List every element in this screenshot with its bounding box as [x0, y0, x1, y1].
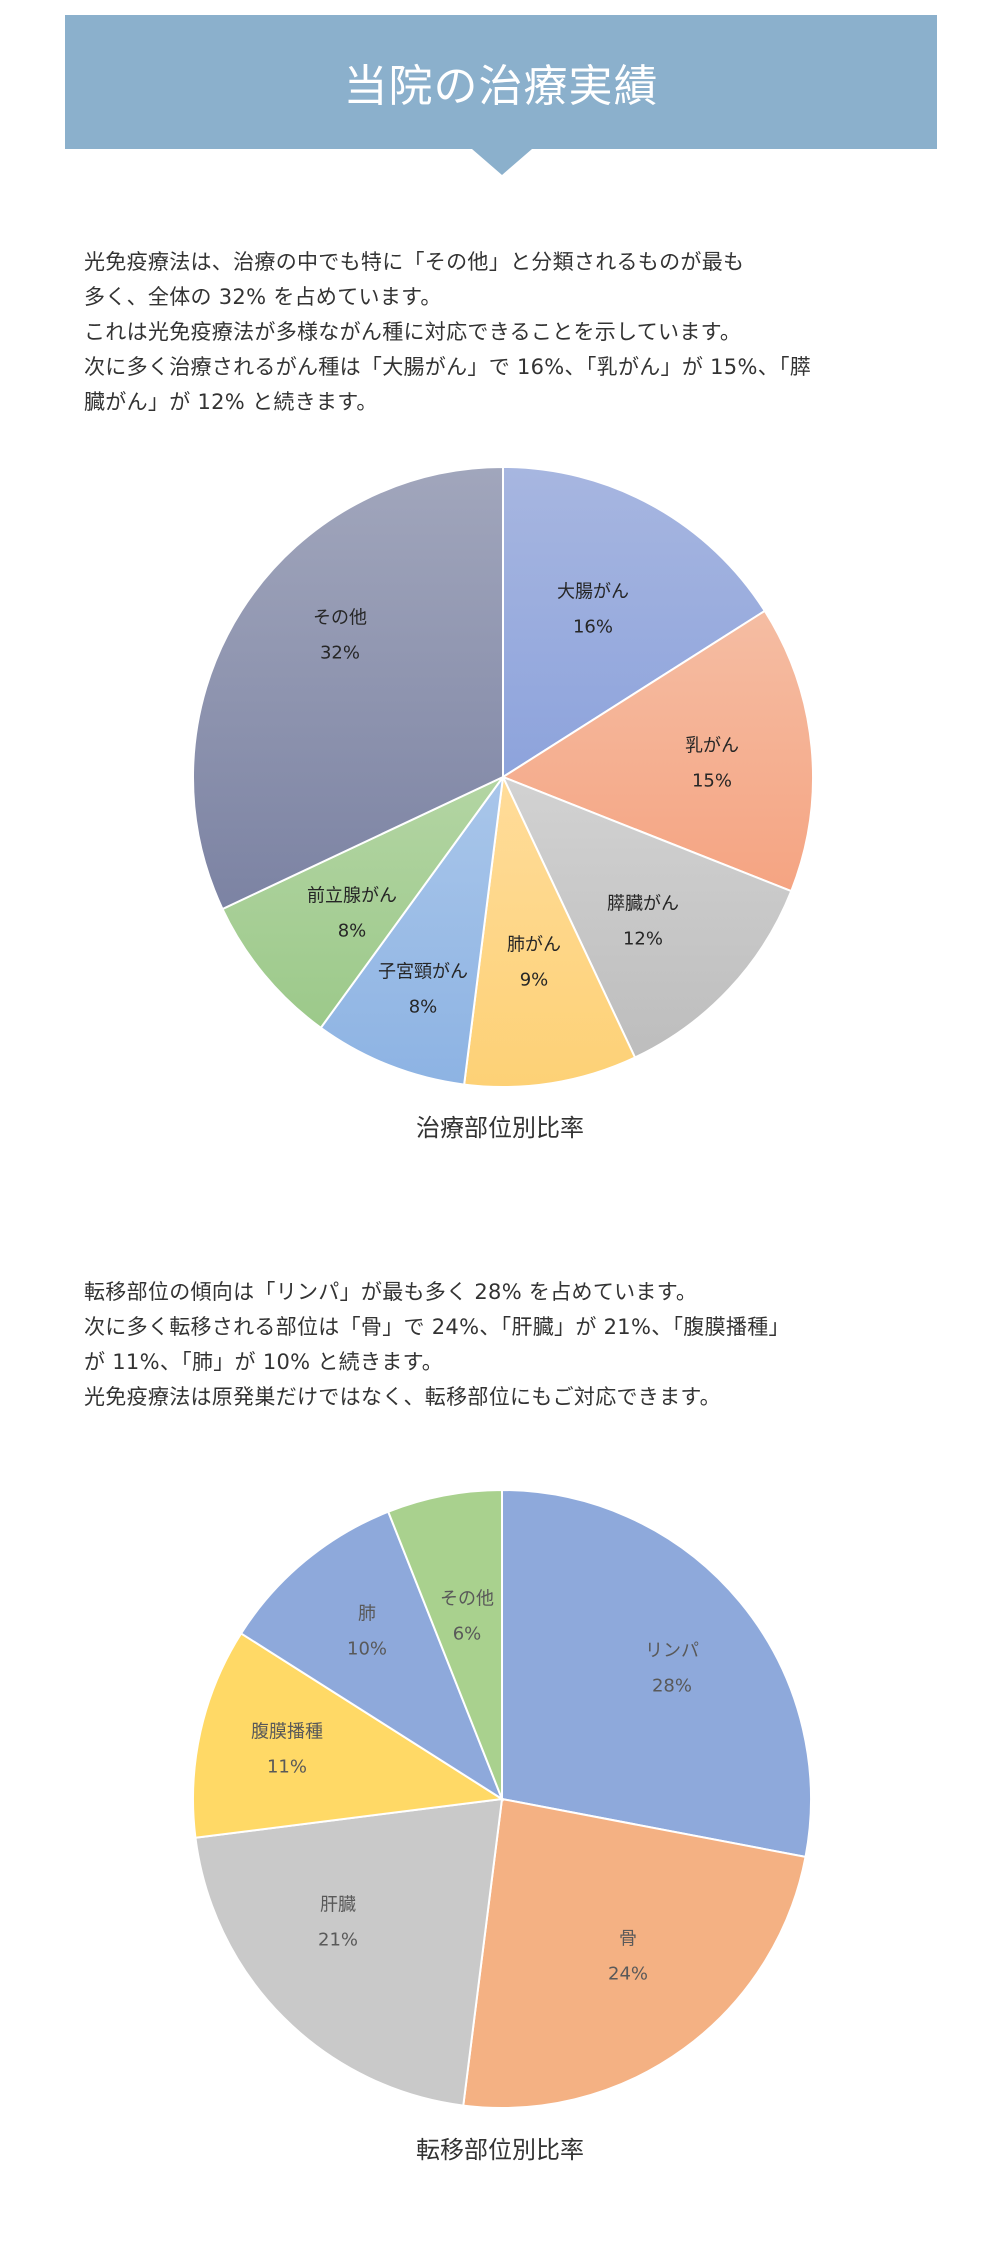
slice-percent: 32%	[319, 642, 360, 664]
pie-slice	[221, 776, 504, 1030]
slice-category: 肺がん	[507, 934, 561, 956]
slice-category: 腹膜播種	[251, 1721, 323, 1743]
pie-slice	[500, 609, 815, 893]
paragraph-line: 臓がん」が 12% と続きます。	[84, 390, 378, 414]
slice-percent: 9%	[519, 969, 549, 991]
pie-slice	[501, 1488, 812, 1859]
slice-category: 肺	[357, 1603, 376, 1625]
pie-slice-label: 乳がん 15%	[685, 735, 739, 792]
pie-slice-label: 腹膜播種 11%	[251, 1721, 323, 1778]
slice-category: 乳がん	[685, 735, 739, 757]
slice-category: 大腸がん	[557, 581, 629, 603]
slice-percent: 11%	[266, 1756, 307, 1778]
slice-percent: 12%	[622, 928, 663, 950]
paragraph-line: これは光免疫療法が多様ながん種に対応できることを示しています。	[84, 320, 742, 344]
slice-category: 子宮頸がん	[378, 961, 468, 983]
pie-slice-label: 肺がん 9%	[507, 934, 561, 991]
slice-percent: 28%	[651, 1675, 692, 1697]
section-header: 当院の治療実績	[65, 15, 937, 149]
metastasis-description: 転移部位の傾向は「リンパ」が最も多く 28% を占めています。 次に多く転移され…	[84, 1275, 944, 1415]
pie-slice	[239, 1510, 505, 1802]
page-title: 当院の治療実績	[343, 61, 659, 112]
slice-category: リンパ	[645, 1640, 699, 1662]
slice-percent: 6%	[452, 1623, 482, 1645]
slice-percent: 24%	[607, 1963, 649, 1985]
pie-slice-label: その他 32%	[313, 607, 367, 664]
slice-percent: 8%	[408, 996, 438, 1018]
pie-slice	[501, 775, 793, 1059]
paragraph-line: 光免疫療法は、治療の中でも特に「その他」と分類されるものが最も	[84, 250, 745, 274]
pie-slice	[194, 1797, 504, 2107]
pie-slice	[462, 1797, 807, 2109]
slice-percent: 10%	[346, 1638, 388, 1660]
pie-slice-label: 大腸がん 16%	[557, 581, 629, 638]
paragraph-line: 転移部位の傾向は「リンパ」が最も多く 28% を占めています。	[84, 1280, 698, 1304]
pie-slice	[502, 465, 767, 779]
pie-slice-label: リンパ 28%	[645, 1640, 699, 1697]
paragraph-line: 多く、全体の 32% を占めています。	[84, 285, 442, 309]
slice-percent: 21%	[317, 1929, 359, 1951]
header-arrow-icon	[472, 149, 532, 175]
slice-percent: 8%	[337, 920, 367, 942]
pie-slice-label: 骨 24%	[607, 1928, 649, 1985]
pie-slice	[463, 773, 637, 1088]
pie-slice-label: 肺 10%	[346, 1603, 388, 1660]
pie-slice	[192, 465, 504, 911]
paragraph-line: 光免疫療法は原発巣だけではなく、転移部位にもご対応できます。	[84, 1385, 721, 1409]
pie-slice-label: 前立腺がん 8%	[307, 885, 397, 942]
pie-slice-label: その他 6%	[440, 1588, 494, 1645]
pie-svg	[192, 465, 815, 1088]
pie-slice	[192, 1632, 505, 1839]
pie-slice	[386, 1488, 503, 1800]
slice-percent: 16%	[572, 616, 613, 638]
slice-category: 肝臓	[319, 1894, 356, 1916]
slice-category: 前立腺がん	[307, 885, 397, 907]
chart-caption: 治療部位別比率	[416, 1114, 584, 1142]
slice-category: 骨	[618, 1928, 637, 1950]
paragraph-line: が 11%、「肺」が 10% と続きます。	[84, 1350, 444, 1374]
slice-percent: 15%	[691, 770, 732, 792]
slice-category: 膵臓がん	[607, 893, 679, 915]
chart-caption: 転移部位別比率	[416, 2136, 584, 2164]
paragraph-line: 次に多く転移される部位は「骨」で 24%、「肝臓」が 21%、「腹膜播種」	[84, 1315, 790, 1339]
pie-slice-label: 子宮頸がん 8%	[378, 961, 468, 1018]
pie-slice-label: 肝臓 21%	[317, 1894, 359, 1951]
slice-category: その他	[440, 1588, 494, 1610]
pie-slice-label: 膵臓がん 12%	[607, 893, 679, 950]
treatment-site-pie-chart: 大腸がん 16% 乳がん 15% 膵臓がん 12% 肺がん 9% 子宮頸がん 8% 前立腺がん 8% そ…	[192, 465, 815, 1088]
paragraph-line: 次に多く治療されるがん種は「大腸がん」で 16%、「乳がん」が 15%、「膵	[84, 355, 812, 379]
treatment-description: 光免疫療法は、治療の中でも特に「その他」と分類されるものが最も 多く、全体の 3…	[84, 245, 944, 420]
slice-category: その他	[313, 607, 367, 629]
pie-slice	[319, 776, 504, 1086]
